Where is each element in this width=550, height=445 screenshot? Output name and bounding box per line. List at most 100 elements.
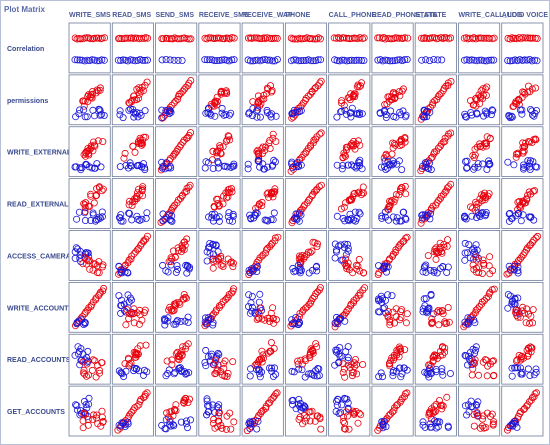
scatter-point — [355, 158, 363, 166]
scatter-point — [432, 400, 440, 408]
scatter-point — [471, 349, 479, 357]
scatter-point — [513, 311, 521, 319]
scatter-point — [162, 372, 170, 380]
scatter-point — [427, 166, 435, 174]
scatter-point — [89, 35, 97, 43]
scatter-point — [511, 262, 519, 270]
scatter-point — [139, 56, 147, 64]
scatter-point — [386, 318, 394, 326]
scatter-point — [475, 199, 483, 207]
scatter-point — [244, 160, 252, 168]
scatter-point — [384, 93, 392, 101]
scatter-point — [130, 108, 138, 116]
scatter-point — [301, 403, 309, 411]
scatter-point — [317, 56, 325, 64]
scatter-point — [388, 408, 396, 416]
scatter-point — [403, 56, 411, 64]
scatter-point — [435, 321, 443, 329]
scatter-point — [306, 408, 314, 416]
scatter-point — [484, 293, 492, 301]
column-label: READ_PHONE_STATE — [372, 12, 447, 19]
scatter-point — [81, 152, 89, 160]
scatter-point — [166, 408, 174, 416]
scatter-point — [333, 57, 341, 65]
scatter-point — [342, 251, 350, 259]
scatter-point — [209, 217, 217, 225]
scatter-point — [514, 294, 522, 302]
scatter-point — [529, 34, 537, 42]
scatter-point — [176, 300, 184, 308]
scatter-point — [177, 366, 185, 374]
scatter-point — [79, 358, 87, 366]
row-label: GET_ACCOUNTS — [7, 409, 65, 416]
scatter-point — [519, 139, 527, 147]
scatter-point — [294, 108, 302, 116]
matrix-cell — [68, 281, 111, 333]
scatter-point — [225, 132, 233, 140]
scatter-point — [81, 356, 89, 364]
scatter-point — [256, 290, 264, 298]
scatter-point — [400, 393, 408, 401]
scatter-point — [345, 94, 353, 102]
matrix-cell — [501, 281, 544, 333]
scatter-point — [380, 34, 388, 42]
scatter-point — [422, 56, 430, 64]
scatter-point — [128, 408, 136, 416]
scatter-point — [508, 298, 516, 306]
scatter-point — [245, 110, 253, 118]
scatter-point — [435, 91, 443, 99]
cell-frame — [155, 230, 198, 281]
scatter-point — [338, 401, 346, 409]
scatter-point — [71, 351, 79, 359]
scatter-point — [201, 56, 209, 64]
scatter-point — [341, 217, 349, 225]
matrix-cell — [458, 126, 501, 178]
scatter-point — [439, 371, 447, 379]
scatter-point — [307, 369, 315, 377]
scatter-point — [219, 360, 227, 368]
scatter-point — [389, 144, 397, 152]
scatter-point — [95, 292, 103, 300]
scatter-point — [473, 214, 481, 222]
scatter-point — [254, 417, 262, 425]
cell-frame — [458, 281, 501, 333]
scatter-point — [170, 370, 178, 378]
scatter-point — [139, 160, 147, 168]
scatter-point — [130, 113, 138, 121]
scatter-point — [89, 88, 97, 96]
matrix-cell — [111, 178, 154, 229]
scatter-point — [353, 214, 361, 222]
scatter-point — [504, 158, 512, 166]
scatter-point — [390, 113, 398, 121]
scatter-point — [382, 165, 390, 173]
scatter-point — [84, 416, 92, 424]
scatter-point — [468, 212, 476, 220]
scatter-point — [361, 284, 369, 292]
scatter-point — [86, 265, 94, 273]
scatter-point — [226, 259, 234, 267]
scatter-point — [347, 195, 355, 203]
scatter-point — [229, 263, 237, 271]
scatter-point — [229, 212, 237, 220]
scatter-point — [165, 421, 173, 429]
scatter-point — [426, 266, 434, 274]
scatter-point — [254, 358, 262, 366]
scatter-point — [401, 56, 409, 64]
scatter-point — [272, 390, 280, 398]
scatter-point — [443, 393, 451, 401]
scatter-point — [313, 267, 321, 275]
scatter-point — [117, 369, 125, 377]
scatter-point — [476, 195, 484, 203]
scatter-point — [162, 267, 170, 275]
scatter-point — [384, 263, 392, 271]
scatter-point — [212, 242, 220, 250]
scatter-point — [461, 113, 469, 121]
scatter-point — [254, 366, 262, 374]
matrix-cell — [328, 333, 371, 385]
scatter-point — [485, 159, 493, 167]
scatter-point — [264, 56, 272, 64]
scatter-point — [136, 139, 144, 147]
scatter-point — [515, 351, 523, 359]
scatter-point — [397, 347, 405, 355]
scatter-point — [297, 266, 305, 274]
